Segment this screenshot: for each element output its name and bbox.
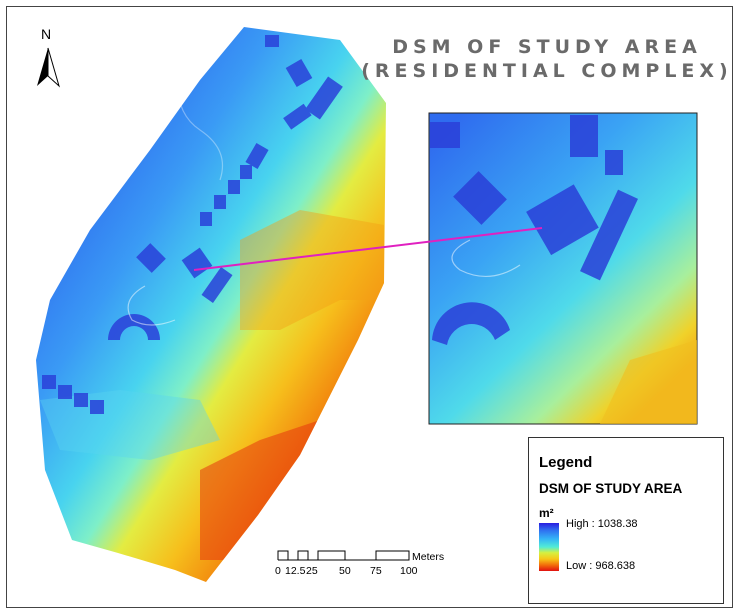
map-title-line1: DSM OF STUDY AREA <box>392 36 702 58</box>
inset-terrain <box>600 340 697 424</box>
legend-title: Legend <box>539 454 593 471</box>
legend-high-label: High : 1038.38 <box>566 518 638 530</box>
inset-road <box>451 239 521 278</box>
terrain-patch <box>40 390 220 460</box>
map-frame <box>6 6 733 608</box>
inset-connector-line <box>193 227 543 271</box>
inset-map <box>428 112 698 425</box>
road-outline <box>127 285 176 326</box>
scale-tick-label: 100 <box>400 565 418 577</box>
legend-layer-name: DSM OF STUDY AREA <box>539 481 683 496</box>
scale-tick-label: 75 <box>370 565 382 577</box>
map-title-line2: (RESIDENTIAL COMPLEX) <box>361 60 733 82</box>
north-label: N <box>41 26 52 42</box>
scale-tick-label: 50 <box>339 565 351 577</box>
scale-tick-label: 0 <box>275 565 281 577</box>
scale-bar <box>277 550 410 561</box>
legend-low-label: Low : 968.638 <box>566 560 636 572</box>
inset-buildings <box>430 115 638 281</box>
scale-tick-label: 12.5 <box>285 565 306 577</box>
scale-unit-label: Meters <box>412 551 445 563</box>
inset-curved-building <box>432 302 510 345</box>
north-arrow-icon <box>37 47 60 88</box>
legend-box: Legend DSM OF STUDY AREA m² High : 1038.… <box>528 437 724 604</box>
curved-building <box>108 314 160 340</box>
buildings <box>42 35 343 414</box>
legend-color-ramp <box>539 523 559 571</box>
legend-unit: m² <box>539 506 554 520</box>
scale-tick-label: 25 <box>306 565 318 577</box>
terrain-patch <box>240 210 384 330</box>
study-area-dsm <box>36 27 386 582</box>
